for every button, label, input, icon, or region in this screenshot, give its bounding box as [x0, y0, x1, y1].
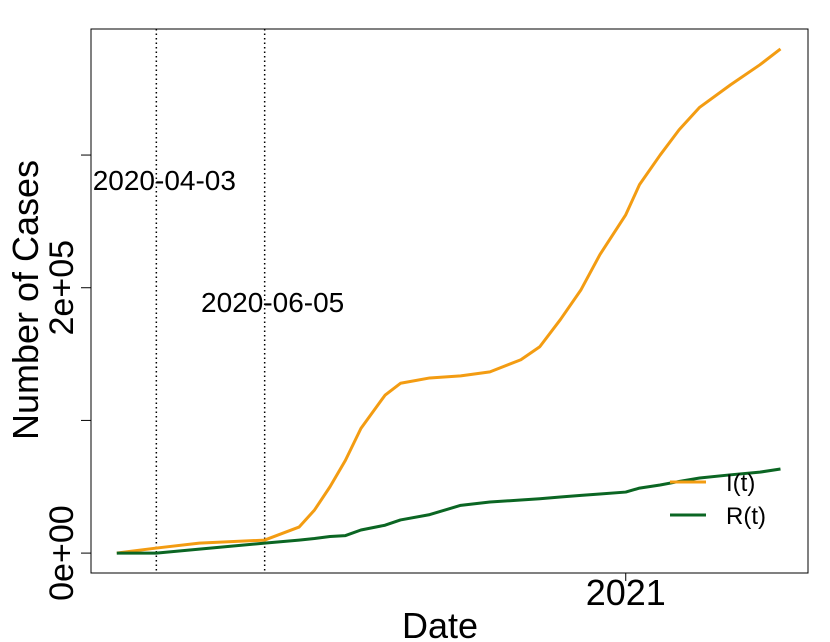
plot-frame: [90, 28, 809, 574]
legend-label: I(t): [726, 470, 755, 497]
y-tick-label: 2e+05: [43, 240, 81, 336]
legend-label: R(t): [726, 503, 766, 530]
x-axis-label: Date: [402, 605, 478, 642]
annotation: 2020-06-05: [201, 287, 344, 318]
annotation: 2020-04-03: [93, 165, 236, 196]
series-line: [116, 47, 782, 555]
y-tick-label: 0e+00: [43, 505, 81, 601]
y-axis-label: Number of Cases: [5, 160, 46, 440]
x-tick-label: 2021: [586, 572, 666, 613]
